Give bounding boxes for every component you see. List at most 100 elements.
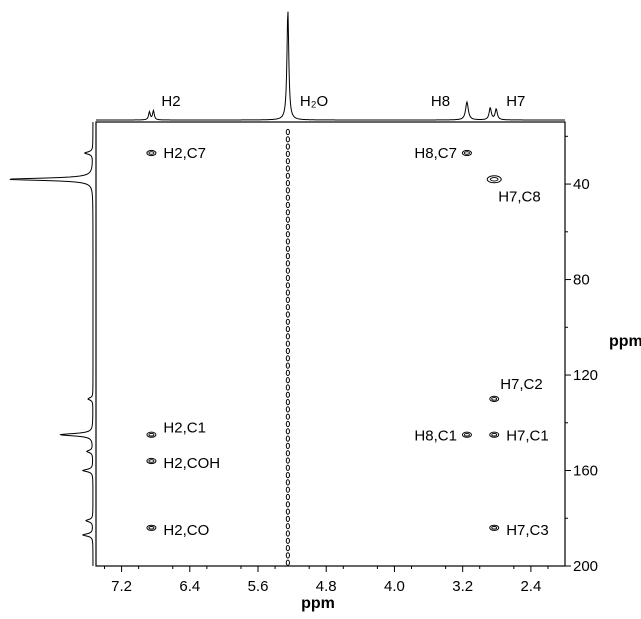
water-ridge-contour: [285, 545, 290, 552]
water-ridge-contour: [285, 282, 290, 289]
cross-peak-label: H8,C7: [414, 145, 457, 162]
y-tick-label: 40: [573, 176, 590, 193]
y-tick-label: 80: [573, 272, 590, 289]
water-ridge-contour: [285, 515, 290, 523]
water-ridge-contour: [285, 223, 290, 230]
water-ridge-contour: [285, 128, 290, 136]
water-ridge-contour: [285, 318, 290, 325]
x-tick-label: 4.8: [316, 578, 337, 595]
cross-peak: [146, 457, 157, 465]
water-ridge-contour: [285, 187, 290, 194]
y-tick-label: 160: [573, 463, 598, 480]
proton-projection-trace: [96, 11, 565, 121]
water-ridge-contour: [285, 326, 290, 333]
proton-peak-label: H8: [431, 93, 450, 110]
water-ridge-contour: [285, 464, 290, 471]
cross-peak: [461, 431, 472, 438]
cross-peak: [146, 431, 157, 438]
water-ridge-contour: [285, 559, 290, 566]
cross-peak-label: H2,C1: [163, 420, 206, 437]
cross-peak-inner: [148, 432, 155, 437]
water-ridge-contour: [285, 435, 290, 442]
water-ridge-contour: [285, 136, 290, 143]
cross-peak-inner: [464, 432, 470, 437]
water-ridge-contour: [285, 523, 290, 530]
top-1d-projection: H2 H₂O H8 H7: [96, 11, 565, 121]
cross-peak-label: H2,CO: [163, 522, 209, 539]
cross-peak-inner: [148, 459, 155, 463]
x-tick-label: 2.4: [520, 578, 541, 595]
water-ridge-contour: [285, 209, 290, 216]
cross-peak-label: H7,C2: [500, 376, 543, 393]
water-ridge-contour: [285, 158, 290, 165]
cross-peak: [146, 524, 157, 531]
proton-peak-label: H7: [506, 93, 525, 110]
water-ridge-contour: [285, 413, 290, 420]
water-ridge-contour: [285, 552, 290, 559]
cross-peak-inner: [148, 151, 155, 155]
cross-peak-label: H7,C1: [506, 428, 549, 445]
water-ridge-contour: [285, 442, 290, 449]
cross-peak: [489, 395, 500, 403]
water-ridge-contour: [285, 457, 290, 464]
water-ridge-contour: [285, 311, 290, 318]
water-ridge-contour: [285, 143, 290, 150]
water-ridge-contour: [285, 201, 290, 209]
water-ridge-contour: [285, 347, 290, 355]
water-ridge-contour: [285, 260, 290, 267]
water-ridge-contour: [285, 508, 290, 515]
cross-peak-inner: [464, 151, 470, 155]
cross-peak-label: H7,C8: [498, 188, 541, 205]
water-ridge-contour: [285, 501, 290, 508]
cross-peak-label: H2,COH: [163, 455, 220, 472]
water-ridge-contour: [285, 231, 290, 238]
water-ridge-contour: [285, 391, 290, 398]
cross-peak-label: H2,C7: [163, 145, 206, 162]
water-ridge-contour: [285, 296, 290, 303]
water-ridge-contour: [285, 399, 290, 406]
x-tick-label: 5.6: [248, 578, 269, 595]
water-ridge-contour: [285, 486, 290, 493]
carbon-projection-trace: [9, 122, 94, 566]
cross-peak: [461, 149, 472, 157]
water-ridge-contour: [285, 537, 290, 544]
water-ridge-contour: [285, 238, 290, 245]
water-ridge-streak: [285, 128, 290, 566]
cross-peak-inner: [491, 526, 498, 530]
cross-peak-inner: [489, 177, 499, 182]
cross-peak: [489, 431, 500, 438]
water-ridge-contour: [285, 274, 290, 282]
water-ridge-contour: [285, 362, 290, 369]
water-ridge-contour: [285, 384, 290, 391]
cross-peaks-group: [146, 149, 502, 531]
water-ridge-contour: [285, 428, 290, 435]
water-ridge-contour: [285, 377, 290, 384]
water-ridge-contour: [285, 479, 290, 486]
water-ridge-contour: [285, 340, 290, 347]
water-ridge-contour: [285, 150, 290, 157]
water-ridge-contour: [285, 304, 290, 311]
cross-peak: [146, 149, 157, 157]
plot-frame: [95, 121, 566, 567]
water-ridge-contour: [285, 180, 290, 187]
cross-peak-label: H8,C1: [414, 428, 457, 445]
water-ridge-contour: [285, 333, 290, 340]
x-tick-label: 4.0: [384, 578, 405, 595]
y-axis: 40 80 120 160 200: [565, 135, 598, 575]
y-tick-label: 200: [573, 558, 598, 575]
water-ridge-contour: [285, 267, 290, 274]
proton-peak-label: H2: [161, 93, 180, 110]
x-axis-title: ppm: [301, 595, 335, 612]
water-ridge-contour: [285, 530, 290, 537]
water-ridge-contour: [285, 355, 290, 362]
water-ridge-contour: [285, 450, 290, 457]
water-ridge-contour: [285, 472, 290, 479]
water-ridge-contour: [285, 369, 290, 376]
water-ridge-contour: [285, 165, 290, 172]
cross-peak-label: H7,C3: [506, 522, 549, 539]
x-tick-label: 7.2: [111, 578, 132, 595]
cross-peak-labels: H2,C7 H8,C7 H7,C8 H7,C2 H2,C1 H8,C1 H7,C1 H2,CO…: [163, 145, 548, 539]
water-ridge-contour: [285, 406, 290, 413]
x-tick-label: 3.2: [452, 578, 473, 595]
